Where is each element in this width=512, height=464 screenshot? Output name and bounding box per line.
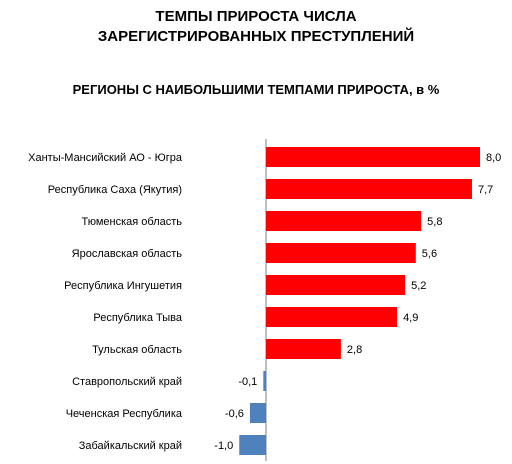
category-label: Забайкальский край <box>79 440 182 452</box>
category-label: Ярославская область <box>72 248 183 260</box>
bar <box>266 179 472 199</box>
category-label: Тюменская область <box>81 216 182 228</box>
bar <box>266 147 480 167</box>
category-label: Тульская область <box>92 344 182 356</box>
category-label: Республика Саха (Якутия) <box>48 184 182 196</box>
data-label: -0,6 <box>225 408 244 420</box>
data-label: 2,8 <box>347 344 362 356</box>
chart-subtitle: РЕГИОНЫ С НАИБОЛЬШИМИ ТЕМПАМИ ПРИРОСТА, … <box>72 82 440 97</box>
bar <box>266 307 398 327</box>
chart-title-line-1: ТЕМПЫ ПРИРОСТА ЧИСЛА <box>155 8 357 25</box>
category-label: Республика Ингушетия <box>64 280 182 292</box>
data-label: -1,0 <box>214 440 233 452</box>
bar <box>266 275 406 295</box>
category-label: Ханты-Мансийский АО - Югра <box>28 152 183 164</box>
category-label: Ставропольский край <box>72 376 182 388</box>
data-label: 5,8 <box>427 216 442 228</box>
data-label: -0,1 <box>238 376 257 388</box>
bar <box>266 339 341 359</box>
chart-title-line-2: ЗАРЕГИСТРИРОВАННЫХ ПРЕСТУПЛЕНИЙ <box>97 28 415 45</box>
bar <box>266 243 416 263</box>
data-label: 5,2 <box>411 280 426 292</box>
bar <box>266 211 422 231</box>
data-label: 5,6 <box>422 248 437 260</box>
category-label: Республика Тыва <box>93 312 183 324</box>
data-label: 4,9 <box>403 312 418 324</box>
data-label: 7,7 <box>478 184 493 196</box>
bar <box>249 403 266 423</box>
bar <box>239 435 266 455</box>
bar <box>263 371 267 391</box>
data-label: 8,0 <box>486 152 501 164</box>
category-label: Чеченская Республика <box>66 408 183 420</box>
